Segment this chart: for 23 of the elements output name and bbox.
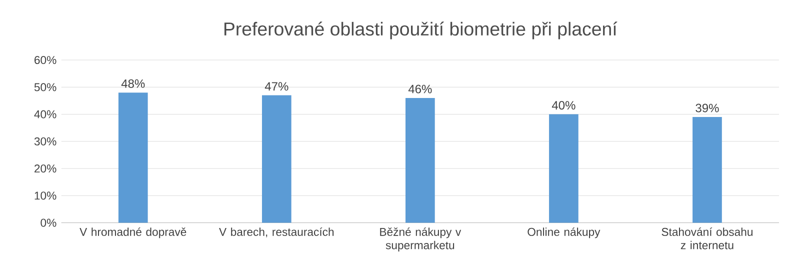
- y-tick-label: 40%: [34, 110, 56, 118]
- y-tick-label: 30%: [34, 138, 56, 146]
- y-tick-label: 60%: [34, 56, 56, 64]
- data-label: 39%: [696, 104, 719, 112]
- x-tick-label: Běžné nákupy v supermarketu: [380, 228, 462, 252]
- x-tick-label: Online nákupy: [528, 228, 600, 238]
- bar: [692, 117, 722, 223]
- y-tick-label: 50%: [34, 83, 56, 92]
- chart-title: Preferované oblasti použití biometrie při placení: [224, 22, 618, 40]
- x-tick-label: Stahování obsahu z internetu: [662, 228, 752, 250]
- data-label: 46%: [408, 84, 432, 94]
- data-label: 47%: [264, 82, 288, 91]
- y-tick-label: 0%: [40, 218, 56, 227]
- bar: [118, 92, 148, 223]
- y-tick-label: 20%: [34, 164, 56, 173]
- bar: [549, 114, 578, 223]
- bar: [406, 98, 435, 223]
- data-label: 48%: [121, 79, 145, 88]
- y-tick-label: 10%: [34, 192, 56, 200]
- x-tick-label: V hromadné dopravě: [80, 228, 186, 238]
- data-label: 40%: [552, 101, 576, 110]
- bar: [262, 95, 292, 223]
- x-tick-label: V barech, restauracích: [219, 228, 334, 238]
